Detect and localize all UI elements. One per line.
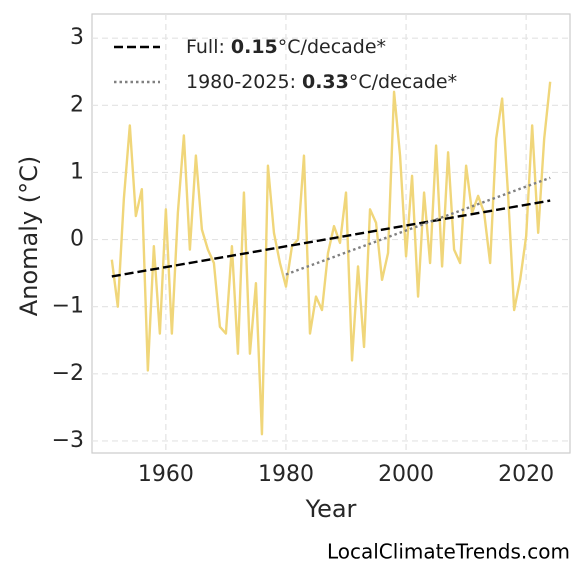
y-tick-label: −1 xyxy=(52,294,84,319)
y-tick-label: 1 xyxy=(70,159,84,184)
y-tick-label: 3 xyxy=(70,25,84,50)
legend-name: Full: xyxy=(186,36,225,58)
y-tick-label: −3 xyxy=(52,428,84,453)
trend-line xyxy=(111,199,551,278)
y-axis-label: Anomaly (°C) xyxy=(15,156,43,316)
legend-unit: °C/decade* xyxy=(349,71,457,93)
legend-entry: 1980-2025: 0.33°C/decade* xyxy=(186,71,457,93)
x-tick-label: 2000 xyxy=(378,462,434,487)
legend-unit: °C/decade* xyxy=(278,36,386,58)
x-tick-label: 2020 xyxy=(498,462,554,487)
y-tick-label: 0 xyxy=(70,227,84,252)
y-tick-label: −2 xyxy=(52,361,84,386)
legend-entry: Full: 0.15°C/decade* xyxy=(186,36,386,58)
anomaly-line xyxy=(110,81,552,436)
y-tick-label: 2 xyxy=(70,92,84,117)
legend-name: 1980-2025: xyxy=(186,71,296,93)
plot-frame xyxy=(91,13,571,454)
x-axis-label: Year xyxy=(305,495,357,523)
legend-rate: 0.33 xyxy=(302,71,349,93)
source-credit: LocalClimateTrends.com xyxy=(327,540,570,564)
x-tick-label: 1960 xyxy=(138,462,194,487)
legend-rate: 0.15 xyxy=(231,36,278,58)
x-tick-label: 1980 xyxy=(258,462,314,487)
